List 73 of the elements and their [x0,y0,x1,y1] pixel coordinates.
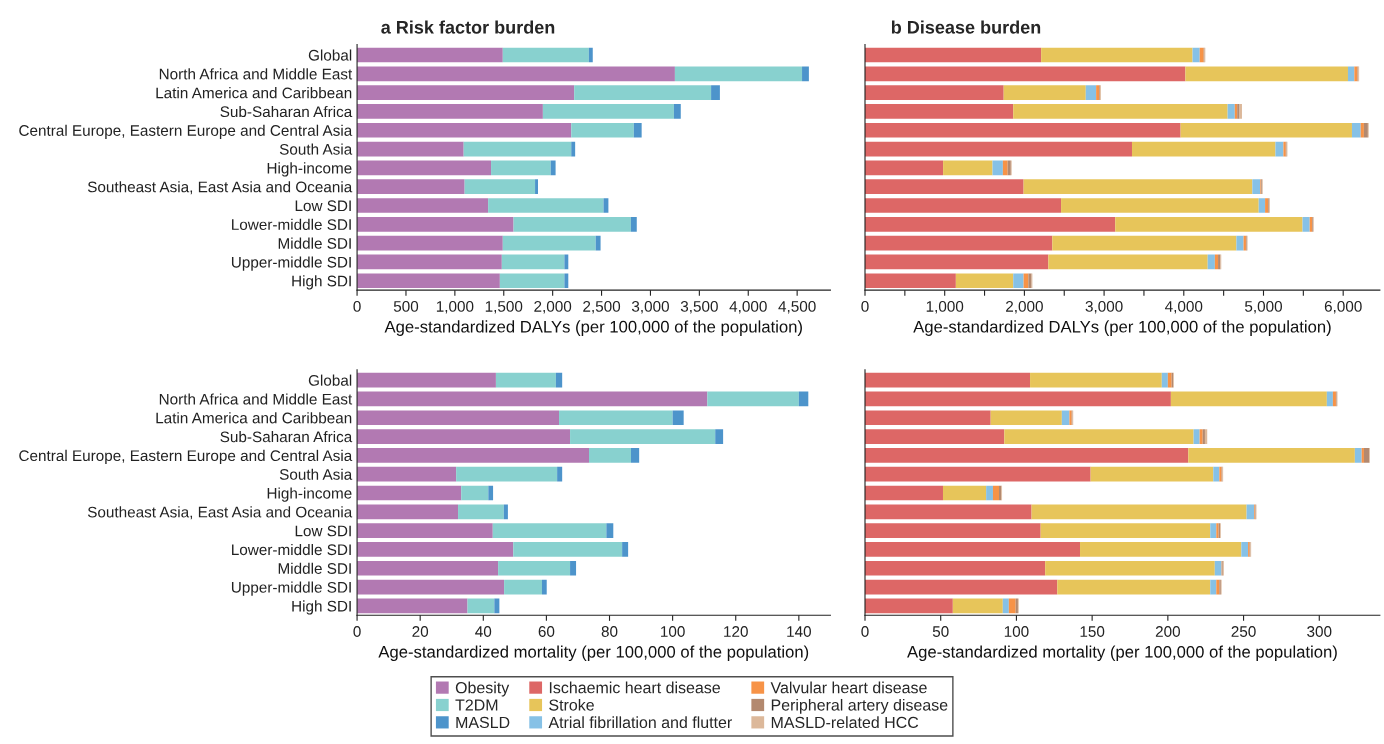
x-tick-label: 3,000 [1085,300,1123,314]
legend-label: T2DM [455,699,498,711]
x-tick-label: 60 [538,626,555,637]
y-tick-label: Latin America and Caribbean [156,412,352,424]
x-tick-label: 0 [861,626,869,637]
x-tick-label: 2,000 [534,300,572,314]
x-tick-label: 200 [1155,626,1180,637]
x-tick-label: 50 [932,626,949,637]
legend-label: Ischaemic heart disease [549,681,720,694]
y-tick-label: High-income [267,487,352,502]
x-tick-label: 100 [661,626,685,637]
legend-label: Valvular heart disease [770,681,927,694]
y-tick-label: Central Europe, Eastern Europe and Central Asia [19,124,353,139]
x-tick-label: 140 [787,626,811,637]
y-tick-label: North Africa and Middle East [159,68,353,80]
x-tick-label: 4,500 [778,300,816,314]
x-axis-title: Age-standardized DALYs (per 100,000 of the population) [384,320,802,336]
x-tick-label: 150 [1080,626,1105,637]
x-tick-label: 5,000 [1244,300,1283,314]
x-tick-label: 6,000 [1324,300,1362,314]
x-tick-label: 2,000 [1006,300,1043,314]
y-tick-label: Latin America and Caribbean [156,87,352,99]
y-tick-label: Southeast Asia, East Asia and Oceania [87,506,353,520]
x-tick-label: 1,000 [436,300,474,314]
x-tick-label: 0 [353,626,361,637]
x-tick-label: 1,500 [485,300,523,314]
x-tick-label: 500 [393,300,419,312]
legend-label: Atrial fibrillation and flutter [548,716,732,729]
y-tick-label: High-income [267,162,352,177]
legend-label: MASLD-related HCC [771,716,919,729]
y-tick-label: Low SDI [295,200,351,212]
chart-title: b Disease burden [891,20,1041,34]
y-tick-label: Global [308,374,352,386]
x-tick-label: 0 [861,300,869,312]
x-tick-label: 250 [1231,626,1256,637]
x-tick-label: 0 [353,300,361,312]
x-tick-label: 4,000 [729,300,767,314]
y-tick-label: High SDI [292,275,351,290]
y-tick-label: South Asia [279,143,353,155]
y-tick-label: Central Europe, Eastern Europe and Central Asia [19,449,353,465]
x-tick-label: 100 [1004,626,1029,637]
y-tick-label: South Asia [279,468,353,480]
y-tick-label: High SDI [292,600,351,615]
chart-title: a Risk factor burden [381,20,555,34]
x-tick-label: 20 [412,626,429,637]
y-tick-label: Lower-middle SDI [232,543,351,556]
x-tick-label: 300 [1307,626,1332,637]
y-tick-label: North Africa and Middle East [159,393,353,405]
y-tick-label: Lower-middle SDI [232,218,351,230]
y-tick-label: Middle SDI [278,562,351,574]
x-tick-label: 80 [601,626,618,637]
legend-label: MASLD [456,716,510,729]
x-tick-label: 3,000 [631,300,669,314]
x-tick-label: 40 [475,626,492,637]
y-tick-label: Sub-Saharan Africa [220,431,353,443]
x-tick-label: 1,000 [926,300,964,314]
x-axis-title: Age-standardized DALYs (per 100,000 of the population) [913,320,1331,336]
y-tick-label: Upper-middle SDI [231,581,351,596]
legend-label: Peripheral artery disease [771,698,948,714]
y-tick-label: Low SDI [295,525,351,537]
y-tick-label: Upper-middle SDI [231,256,351,271]
y-tick-label: Middle SDI [278,237,351,249]
x-tick-label: 2,500 [583,300,621,314]
x-tick-label: 3,500 [680,300,718,314]
legend-label: Stroke [549,698,594,711]
y-tick-label: Global [308,49,352,61]
legend-label: Obesity [455,681,510,697]
y-tick-label: Sub-Saharan Africa [220,105,353,118]
x-axis-title: Age-standardized mortality (per 100,000 of the population) [907,645,1337,662]
x-tick-label: 120 [724,626,748,637]
y-tick-label: Southeast Asia, East Asia and Oceania [87,181,353,195]
x-tick-label: 4,000 [1165,300,1203,314]
x-axis-title: Age-standardized mortality (per 100,000 of the population) [378,645,809,662]
